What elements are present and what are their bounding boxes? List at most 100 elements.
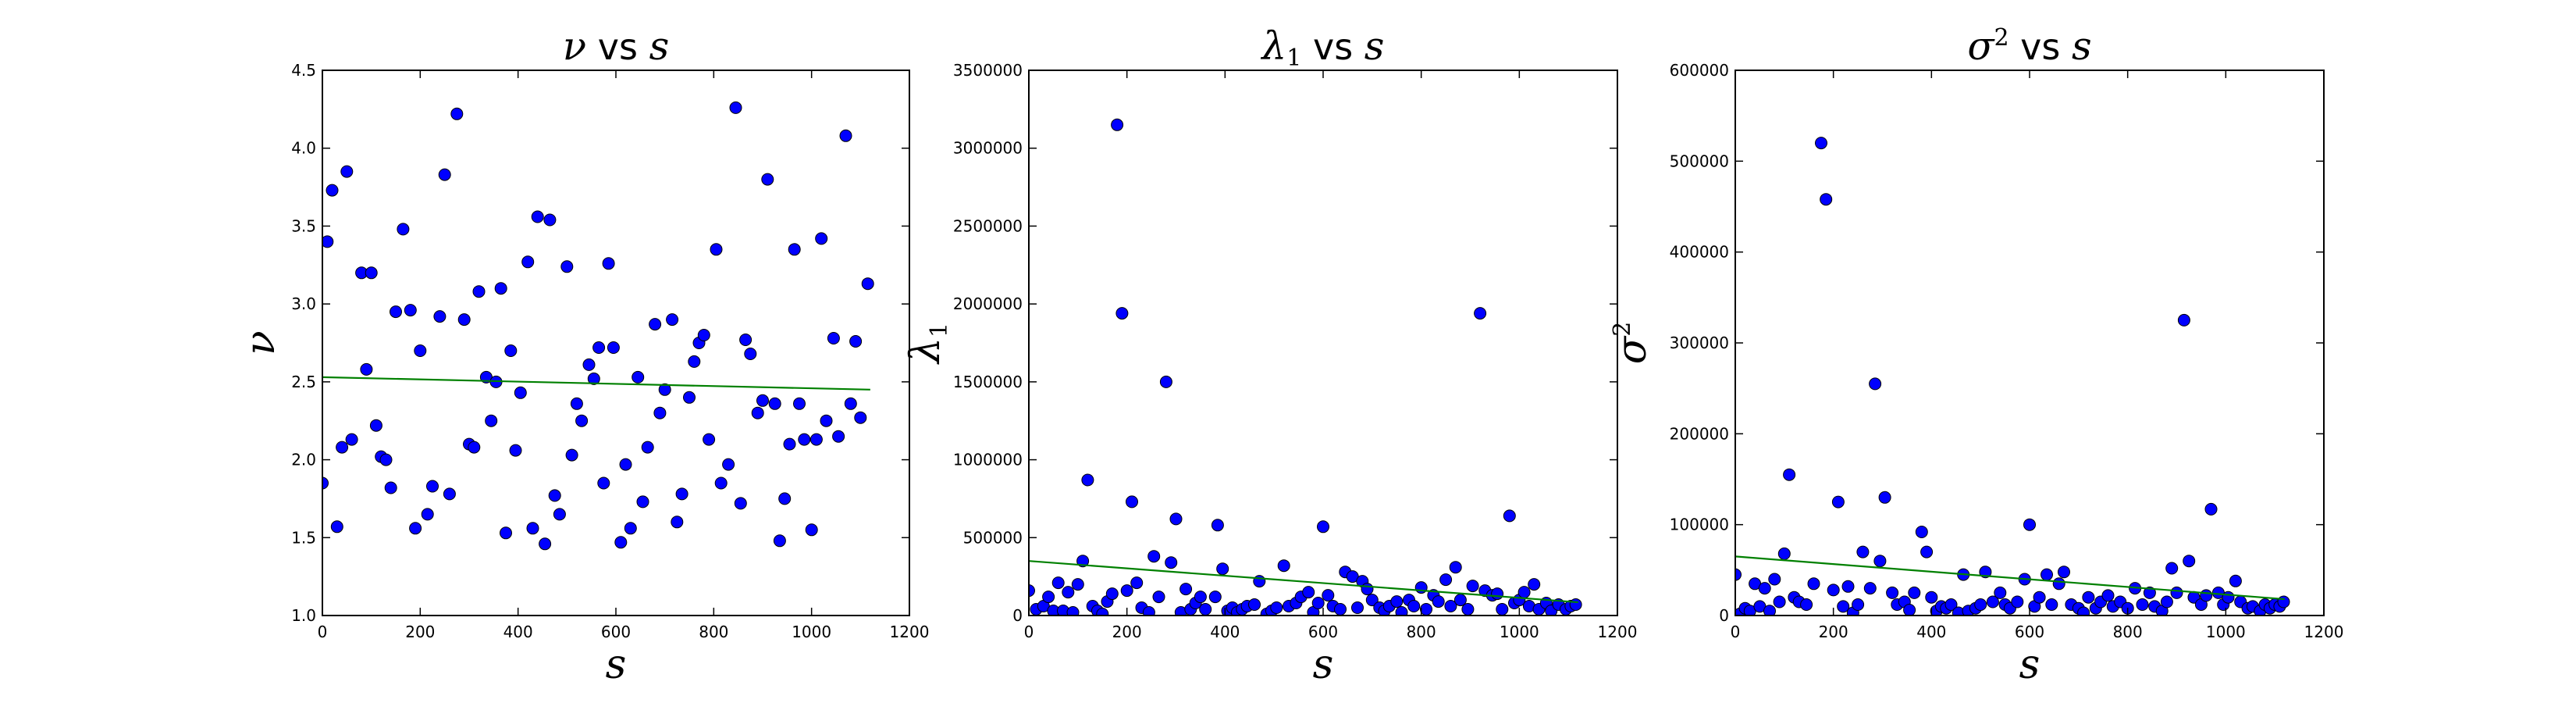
data-point xyxy=(369,419,382,432)
data-point xyxy=(526,522,539,535)
data-point xyxy=(1944,598,1958,611)
y-tick-label: 3.5 xyxy=(291,216,316,235)
data-point xyxy=(1322,589,1335,602)
data-point xyxy=(1444,600,1457,612)
data-point xyxy=(582,358,596,371)
x-tick-label: 600 xyxy=(2015,623,2044,641)
data-point xyxy=(472,285,486,298)
chart-title: σ2 vs s xyxy=(1967,23,2091,69)
data-point xyxy=(1311,597,1325,609)
y-tick-label: 600000 xyxy=(1670,61,1729,80)
data-point xyxy=(1120,584,1133,598)
data-point xyxy=(1076,555,1090,568)
data-point xyxy=(1390,595,1404,608)
y-axis-label: ν xyxy=(237,330,284,355)
y-tick-label: 500000 xyxy=(963,528,1023,547)
data-point xyxy=(2101,589,2115,602)
data-point xyxy=(861,277,874,291)
data-point xyxy=(1194,591,1207,604)
y-tick-label: 2000000 xyxy=(953,294,1023,313)
data-point xyxy=(809,433,823,446)
data-point xyxy=(607,341,620,354)
data-point xyxy=(1365,594,1379,607)
data-point xyxy=(514,386,527,399)
data-point xyxy=(1115,307,1129,320)
data-point xyxy=(2165,562,2179,575)
data-point xyxy=(729,101,742,114)
data-point xyxy=(330,520,343,533)
data-point xyxy=(1994,586,2007,599)
data-point xyxy=(2170,586,2183,599)
data-point xyxy=(1869,377,1882,391)
data-point xyxy=(1474,307,1487,320)
data-point xyxy=(443,487,456,501)
data-point xyxy=(1461,603,1475,616)
data-point xyxy=(543,213,557,227)
data-point xyxy=(1886,586,1899,599)
data-point xyxy=(597,476,610,490)
y-tick-label: 100000 xyxy=(1670,516,1729,534)
data-point xyxy=(414,344,427,357)
data-point xyxy=(397,223,410,236)
data-point xyxy=(805,523,818,537)
data-point xyxy=(793,397,806,410)
data-point xyxy=(778,492,792,505)
data-point xyxy=(614,536,628,549)
data-point xyxy=(1439,573,1453,587)
data-point xyxy=(1517,586,1531,599)
data-point xyxy=(592,341,606,354)
data-point xyxy=(1361,583,1374,596)
data-point xyxy=(602,257,615,270)
data-point xyxy=(788,243,801,256)
data-point xyxy=(1105,587,1119,601)
data-point xyxy=(832,430,845,443)
x-tick-label: 200 xyxy=(405,623,435,641)
data-point xyxy=(500,526,512,540)
data-point xyxy=(714,476,728,490)
data-point xyxy=(671,516,684,529)
y-tick-label: 2.5 xyxy=(291,373,316,391)
data-point xyxy=(1735,568,1742,581)
data-point xyxy=(1216,562,1229,576)
data-point xyxy=(1029,584,1035,598)
data-point xyxy=(1111,118,1124,131)
data-point xyxy=(1856,545,1870,558)
data-point xyxy=(322,476,329,490)
data-point xyxy=(1071,578,1084,591)
data-point xyxy=(624,522,637,535)
data-point xyxy=(2183,555,2196,568)
data-point xyxy=(322,235,334,248)
y-axis-label: λ1 xyxy=(902,323,953,365)
data-point xyxy=(1758,582,1771,595)
trend-line xyxy=(322,376,870,391)
data-point xyxy=(1449,561,1462,574)
data-point xyxy=(433,310,447,323)
y-tick-label: 200000 xyxy=(1670,424,1729,443)
data-point xyxy=(1841,580,1855,593)
data-point xyxy=(1432,595,1445,608)
x-tick-label: 200 xyxy=(1819,623,1848,641)
data-point xyxy=(1042,591,1055,604)
data-point xyxy=(384,481,397,494)
data-point xyxy=(560,260,574,273)
data-point xyxy=(2204,502,2218,516)
data-point xyxy=(2160,595,2173,608)
y-tick-label: 2.0 xyxy=(291,451,316,469)
data-point xyxy=(2077,606,2090,616)
data-point xyxy=(587,372,600,385)
chart-panel-1: 0 200 400 600 800 1000 1200 1.0 1.5 2.0 2.5 3.0 3.5 4… xyxy=(237,23,929,688)
data-point xyxy=(734,497,747,510)
data-point xyxy=(531,210,544,223)
x-tick-label: 1000 xyxy=(792,623,831,641)
data-point xyxy=(2058,566,2070,579)
data-point xyxy=(1837,600,1850,613)
y-tick-label: 300000 xyxy=(1670,334,1729,352)
data-points xyxy=(1029,118,1582,616)
data-point xyxy=(798,433,811,446)
data-point xyxy=(710,243,723,256)
data-point xyxy=(1503,509,1516,523)
data-point xyxy=(649,318,662,331)
x-tick-label: 400 xyxy=(503,623,533,641)
data-point xyxy=(390,305,402,319)
